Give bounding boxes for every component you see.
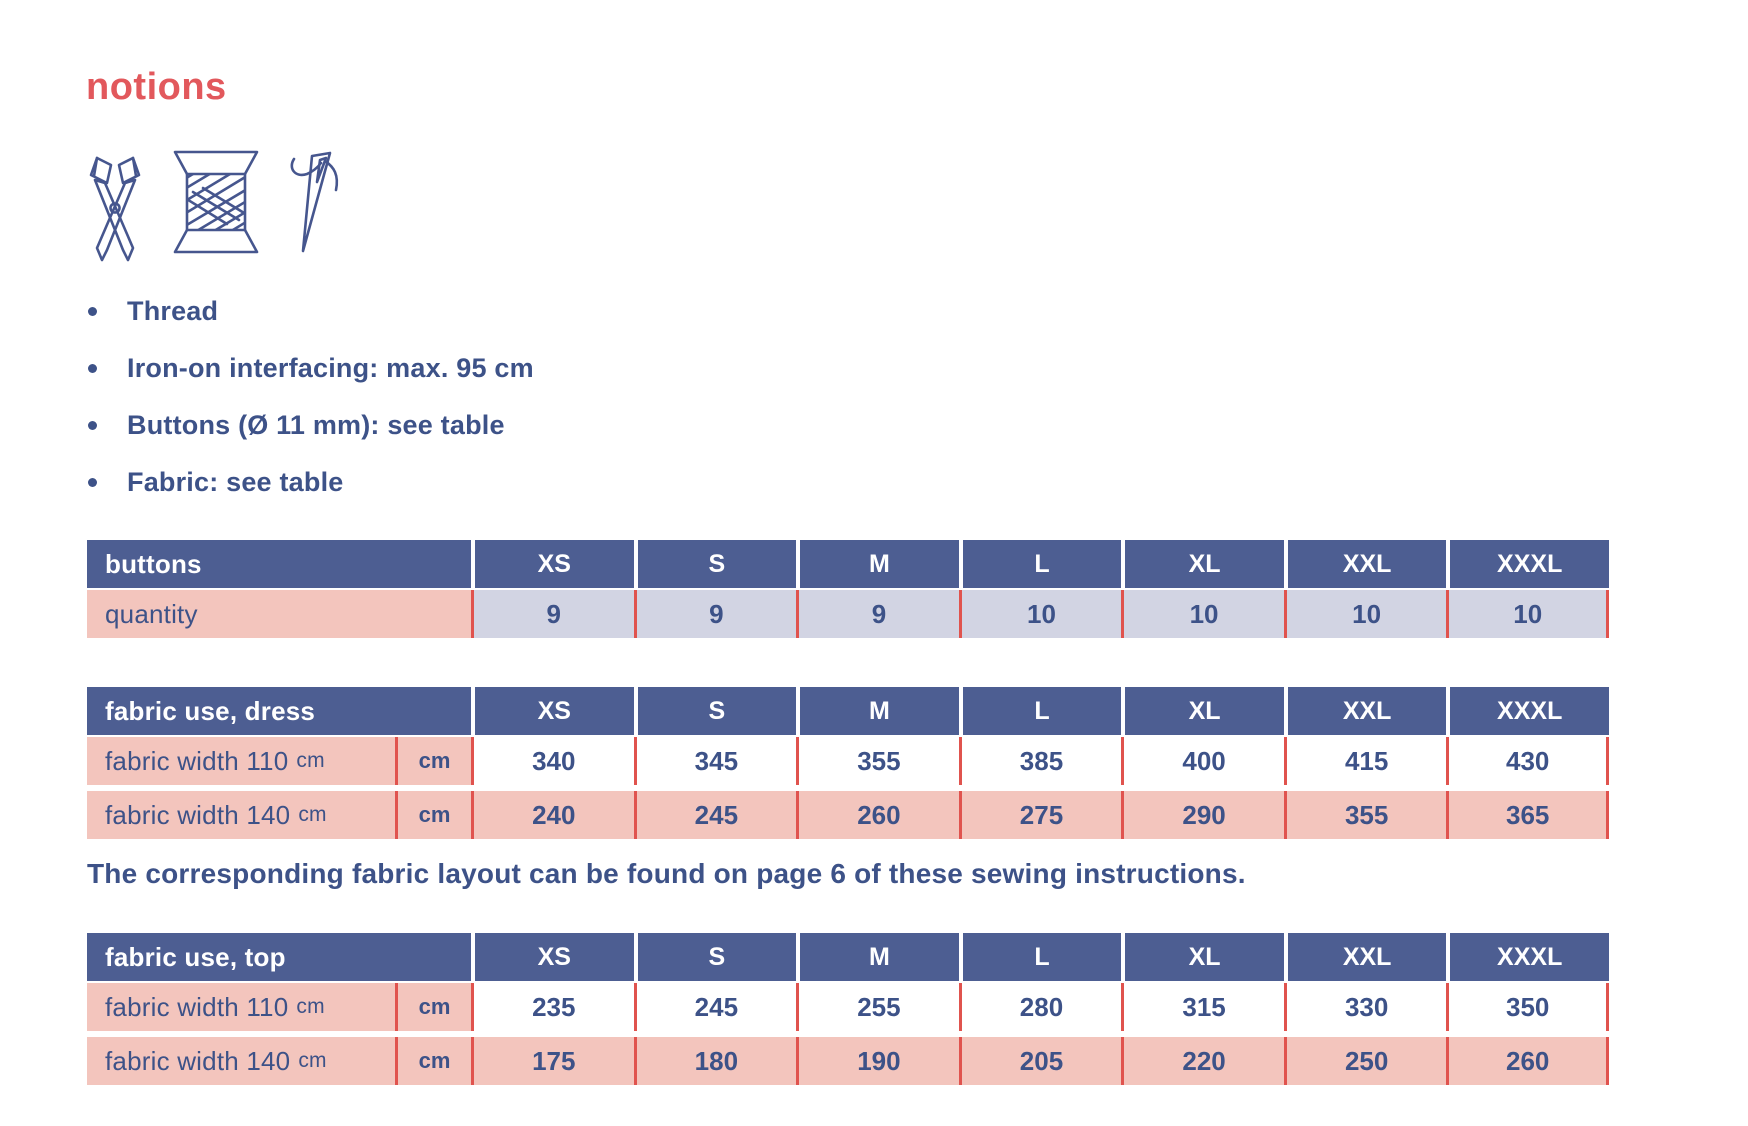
table-row: fabric width 110 cm cm 235 245 255 280 31… (87, 983, 1609, 1031)
table-title: buttons (87, 540, 471, 588)
unit-cell: cm (395, 737, 471, 785)
cell-value: 415 (1283, 737, 1447, 785)
buttons-table: buttons XS S M L XL XXL XXXL quantity 9 … (87, 540, 1609, 638)
cell-value: 355 (1283, 791, 1447, 839)
cell-value: 290 (1121, 791, 1284, 839)
cell-value: 235 (471, 983, 634, 1031)
table-row: fabric width 140 cm cm 240 245 260 275 29… (87, 791, 1609, 839)
table-header-row: fabric use, top XS S M L XL XXL XXXL (87, 933, 1609, 981)
size-header: S (633, 687, 797, 735)
size-header: XS (471, 933, 634, 981)
cell-value: 180 (633, 1037, 797, 1085)
list-item-label: Buttons (Ø 11 mm): see table (127, 409, 505, 440)
needle-icon (290, 151, 339, 253)
list-item: Thread (88, 296, 534, 326)
size-header: XS (471, 687, 634, 735)
cell-value: 385 (958, 737, 1122, 785)
cell-value: 350 (1446, 983, 1609, 1031)
cell-value: 430 (1446, 737, 1609, 785)
cell-value: 340 (471, 737, 634, 785)
size-header: XXL (1283, 687, 1447, 735)
size-header: S (633, 540, 797, 588)
table-row: quantity 9 9 9 10 10 10 10 (87, 590, 1609, 638)
row-label: quantity (87, 590, 471, 638)
bullet-icon (88, 477, 97, 487)
cell-value: 9 (633, 590, 797, 638)
list-item-label: Iron-on interfacing: max. 95 cm (127, 352, 534, 383)
bullet-icon (88, 363, 97, 373)
table-row: fabric width 140 cm cm 175 180 190 205 22… (87, 1037, 1609, 1085)
unit-cell: cm (395, 791, 471, 839)
cell-value: 175 (471, 1037, 634, 1085)
size-header: M (796, 687, 959, 735)
size-header: XS (471, 540, 634, 588)
cell-value: 365 (1446, 791, 1609, 839)
cell-value: 190 (796, 1037, 959, 1085)
size-header: XXXL (1446, 933, 1609, 981)
size-header: XXL (1283, 933, 1447, 981)
cell-value: 355 (796, 737, 959, 785)
table-header-row: fabric use, dress XS S M L XL XXL XXXL (87, 687, 1609, 735)
notions-icons (83, 150, 341, 262)
page-title: notions (86, 66, 227, 108)
table-title: fabric use, dress (87, 687, 471, 735)
size-header: L (958, 540, 1122, 588)
table-header-row: buttons XS S M L XL XXL XXXL (87, 540, 1609, 588)
notions-list: Thread Iron-on interfacing: max. 95 cm B… (88, 296, 534, 524)
fabric-use-dress-table: fabric use, dress XS S M L XL XXL XXXL f… (87, 687, 1609, 839)
scissors-icon (89, 156, 141, 262)
table-title: fabric use, top (87, 933, 471, 981)
row-label: fabric width 140 cm (87, 791, 395, 839)
fabric-use-top-table: fabric use, top XS S M L XL XXL XXXL fab… (87, 933, 1609, 1085)
unit-cell: cm (395, 983, 471, 1031)
row-label: fabric width 110 cm (87, 737, 395, 785)
size-header: XXXL (1446, 687, 1609, 735)
list-item-label: Thread (127, 295, 219, 326)
list-item-label: Fabric: see table (127, 466, 344, 497)
size-header: L (958, 687, 1122, 735)
size-header: S (633, 933, 797, 981)
list-item: Buttons (Ø 11 mm): see table (88, 410, 534, 440)
size-header: M (796, 540, 959, 588)
table-row: fabric width 110 cm cm 340 345 355 385 40… (87, 737, 1609, 785)
fabric-layout-note: The corresponding fabric layout can be f… (87, 858, 1246, 889)
bullet-icon (88, 420, 97, 430)
cell-value: 9 (796, 590, 959, 638)
size-header: M (796, 933, 959, 981)
cell-value: 255 (796, 983, 959, 1031)
cell-value: 280 (958, 983, 1122, 1031)
cell-value: 260 (1446, 1037, 1609, 1085)
cell-value: 275 (958, 791, 1122, 839)
cell-value: 245 (633, 791, 797, 839)
cell-value: 10 (958, 590, 1122, 638)
cell-value: 250 (1283, 1037, 1447, 1085)
cell-value: 260 (796, 791, 959, 839)
thread-spool-icon (173, 150, 259, 254)
cell-value: 205 (958, 1037, 1122, 1085)
cell-value: 220 (1121, 1037, 1284, 1085)
cell-value: 345 (633, 737, 797, 785)
size-header: XL (1121, 687, 1284, 735)
size-header: XL (1121, 540, 1284, 588)
cell-value: 10 (1446, 590, 1609, 638)
cell-value: 330 (1283, 983, 1447, 1031)
size-header: XL (1121, 933, 1284, 981)
cell-value: 10 (1121, 590, 1284, 638)
list-item: Fabric: see table (88, 467, 534, 497)
size-header: L (958, 933, 1122, 981)
cell-value: 10 (1283, 590, 1447, 638)
cell-value: 240 (471, 791, 634, 839)
cell-value: 245 (633, 983, 797, 1031)
list-item: Iron-on interfacing: max. 95 cm (88, 353, 534, 383)
cell-value: 9 (471, 590, 634, 638)
row-label: fabric width 140 cm (87, 1037, 395, 1085)
bullet-icon (88, 306, 97, 316)
size-header: XXXL (1446, 540, 1609, 588)
unit-cell: cm (395, 1037, 471, 1085)
row-label: fabric width 110 cm (87, 983, 395, 1031)
cell-value: 400 (1121, 737, 1284, 785)
cell-value: 315 (1121, 983, 1284, 1031)
size-header: XXL (1283, 540, 1447, 588)
